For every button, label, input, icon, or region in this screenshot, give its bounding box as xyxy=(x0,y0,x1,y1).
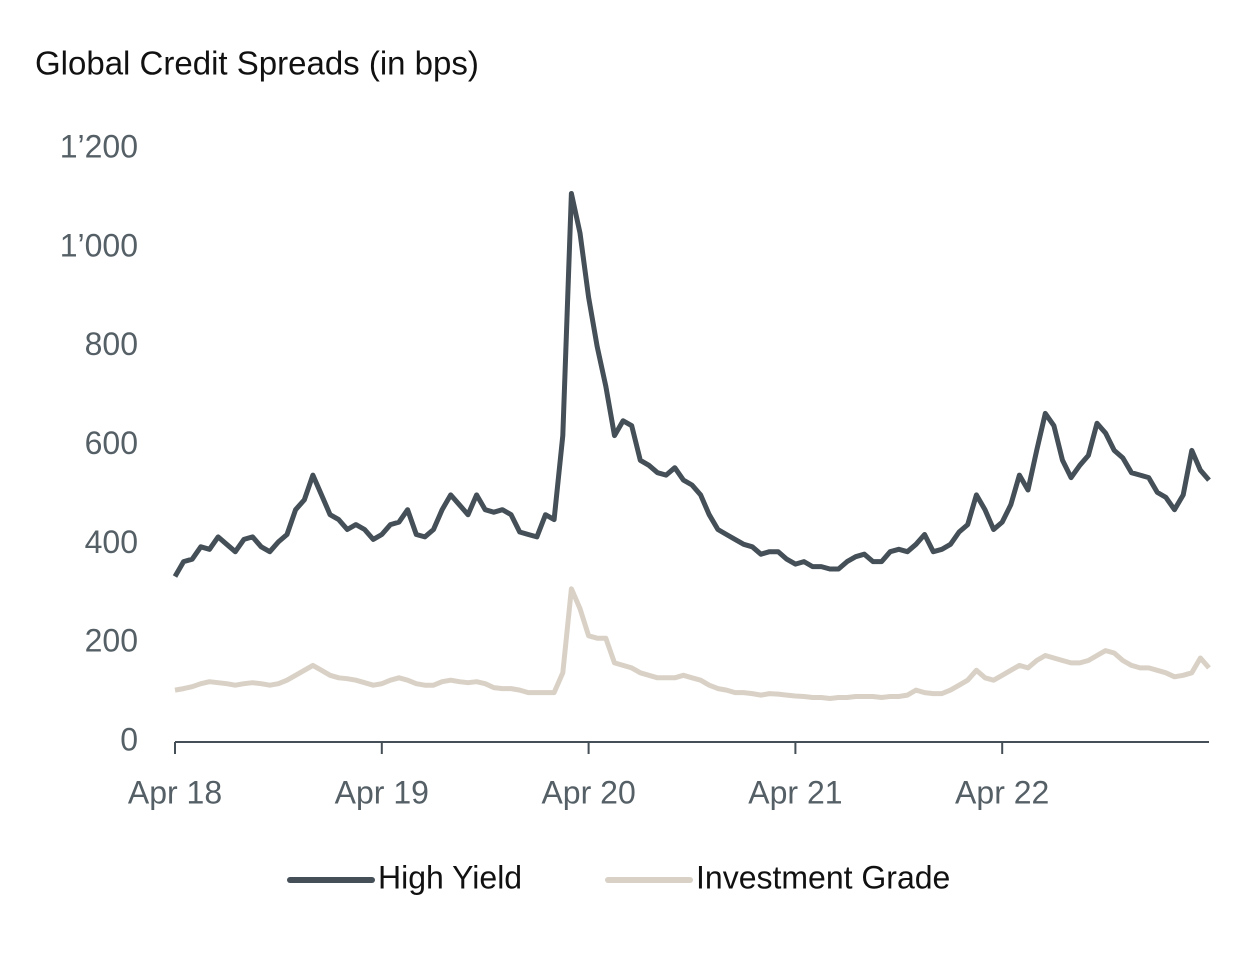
line-series xyxy=(172,191,1211,578)
y-tick-label: 1’200 xyxy=(60,128,138,164)
y-tick-label: 400 xyxy=(85,524,138,560)
legend-label: High Yield xyxy=(378,859,522,895)
y-tick-label: 800 xyxy=(85,326,138,362)
y-tick-label: 0 xyxy=(120,721,138,757)
x-tick-label: Apr 19 xyxy=(335,774,429,810)
x-tick-label: Apr 20 xyxy=(541,774,635,810)
y-tick-label: 200 xyxy=(85,623,138,659)
x-tick-label: Apr 21 xyxy=(748,774,842,810)
legend-label: Investment Grade xyxy=(696,859,950,895)
y-tick-label: 600 xyxy=(85,425,138,461)
x-tick-label: Apr 18 xyxy=(128,774,222,810)
line-series xyxy=(174,586,1211,701)
chart-title: Global Credit Spreads (in bps) xyxy=(35,45,479,82)
y-tick-label: 1’000 xyxy=(60,227,138,263)
x-tick-label: Apr 22 xyxy=(955,774,1049,810)
